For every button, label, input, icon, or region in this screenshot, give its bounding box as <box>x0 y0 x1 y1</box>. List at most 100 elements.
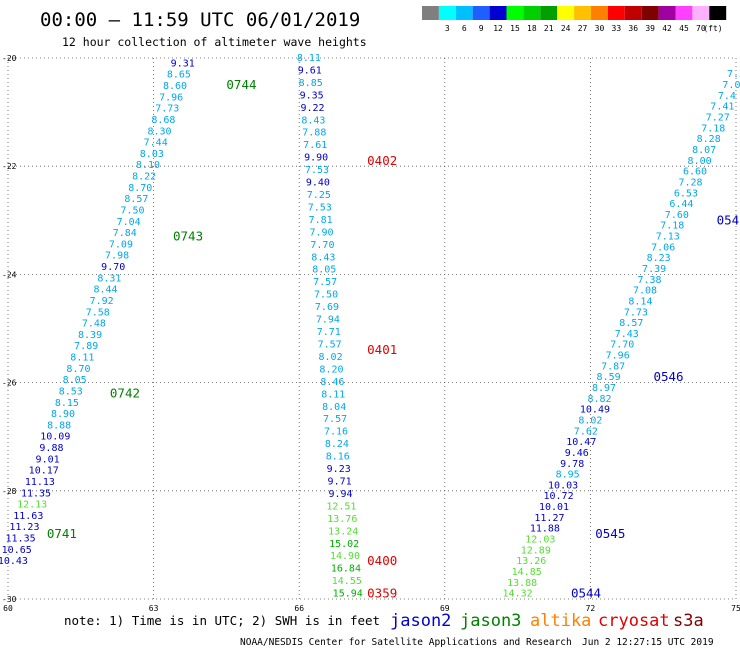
wave-height-label: 7.73 <box>155 104 179 115</box>
wave-height-label: 8.00 <box>688 156 712 167</box>
legend-jason3: jason3 <box>460 611 521 631</box>
colorbar-swatch <box>607 6 625 20</box>
wave-height-label: 7.96 <box>606 351 630 362</box>
wave-height-label: 8.82 <box>587 394 611 405</box>
wave-height-label: 7.0 <box>722 80 740 91</box>
wave-height-label: 7.50 <box>120 205 144 216</box>
wave-height-label: 7.98 <box>105 251 129 262</box>
wave-height-label: 15.94 <box>333 589 363 600</box>
pass-time-label: 0544 <box>571 586 601 601</box>
colorbar-label: 33 <box>612 24 622 33</box>
wave-height-label: 10.43 <box>0 556 28 567</box>
wave-height-label: 8.03 <box>140 149 164 160</box>
colorbar-swatch <box>624 6 642 20</box>
wave-height-label: 7.87 <box>601 361 625 372</box>
wave-height-label: 8.53 <box>59 386 83 397</box>
wave-height-label: 9.70 <box>101 262 125 273</box>
wave-height-label: 10.72 <box>543 491 573 502</box>
wave-height-label: 7.73 <box>624 307 648 318</box>
footer-credit: NOAA/NESDIS Center for Satellite Applica… <box>240 637 572 648</box>
y-tick-label: -28 <box>2 487 17 496</box>
wave-height-label: 8.59 <box>597 372 621 383</box>
y-tick-label: -30 <box>2 595 17 604</box>
wave-height-label: 8.43 <box>301 115 325 126</box>
pass-time-label: 0402 <box>367 153 397 168</box>
pass-time-labels: 0744 0743 0742 0741 0402 0401 0400 0359 0544 0545… <box>47 77 739 601</box>
colorbar-label: 36 <box>628 24 638 33</box>
wave-height-label: 7.71 <box>317 327 341 338</box>
pass-time-label: 0545 <box>595 526 625 541</box>
colorbar-label: 27 <box>578 24 588 33</box>
colorbar-swatch <box>709 6 727 20</box>
satellite-legend: jason2 jason3 altika cryosat s3a <box>390 611 704 631</box>
wave-height-labels: 9.318.658.607.967.738.688.307.448.038.10… <box>0 53 740 600</box>
wave-height-label: 8.85 <box>299 78 323 89</box>
wave-height-label: 11.35 <box>21 488 51 499</box>
colorbar-label: 39 <box>645 24 655 33</box>
wave-height-label: 16.84 <box>331 564 361 575</box>
wave-height-label: 8.14 <box>628 296 652 307</box>
colorbar-swatch <box>472 6 490 20</box>
wave-height-label: 7.09 <box>109 239 133 250</box>
wave-height-label: 7.08 <box>633 286 657 297</box>
wave-height-label: 7.44 <box>144 138 168 149</box>
wave-height-label: 8.20 <box>319 364 343 375</box>
pass-time-label: 0741 <box>47 526 77 541</box>
legend-jason2: jason2 <box>390 611 451 631</box>
wave-height-label: 8.70 <box>128 183 152 194</box>
wave-height-label: 12.89 <box>521 545 551 556</box>
wave-height-label: 7.69 <box>315 302 339 313</box>
wave-height-label: 11.35 <box>6 534 36 545</box>
wave-height-label: 6.60 <box>683 167 707 178</box>
pass-time-label: 054 <box>717 212 740 227</box>
wave-height-label: 7.89 <box>74 341 98 352</box>
wave-height-label: 8.97 <box>592 383 616 394</box>
wave-height-label: 9.23 <box>327 464 351 475</box>
wave-height-label: 7.4 <box>718 91 736 102</box>
wave-height-label: 7.28 <box>678 177 702 188</box>
colorbar-swatch <box>574 6 591 20</box>
wave-height-label: 8.46 <box>320 377 344 388</box>
wave-height-label: 9.46 <box>565 448 589 459</box>
wave-height-label: 8.65 <box>167 70 191 81</box>
pass-time-label: 0743 <box>173 229 203 244</box>
wave-height-label: 8.24 <box>325 439 349 450</box>
axis-ticks: 60 63 66 69 72 75 -20 -22 -24 -26 -28 -30 <box>2 54 740 613</box>
wave-height-label: 8.60 <box>163 81 187 92</box>
wave-height-label: 9.22 <box>300 103 324 114</box>
colorbar-label: 45 <box>679 24 689 33</box>
wave-height-label: 8.57 <box>619 318 643 329</box>
wave-height-label: 11.23 <box>9 522 39 533</box>
wave-height-label: 12.13 <box>17 500 47 511</box>
wave-height-label: 7.2 <box>727 69 740 80</box>
wave-height-label: 6.53 <box>674 188 698 199</box>
y-tick-label: -22 <box>2 162 17 171</box>
wave-height-label: 8.68 <box>151 115 175 126</box>
grid <box>7 57 737 600</box>
wave-height-label: 7.13 <box>656 232 680 243</box>
wave-height-label: 6.44 <box>669 199 693 210</box>
wave-height-label: 8.39 <box>78 330 102 341</box>
footer-note: note: 1) Time is in UTC; 2) SWH is in fe… <box>64 613 380 628</box>
wave-height-label: 8.28 <box>697 134 721 145</box>
pass-time-label: 0359 <box>367 586 397 601</box>
wave-height-label: 10.49 <box>580 405 610 416</box>
wave-height-label: 7.43 <box>615 329 639 340</box>
colorbar-label: 12 <box>493 24 503 33</box>
wave-height-label: 7.57 <box>318 339 342 350</box>
wave-height-label: 8.95 <box>556 470 580 481</box>
wave-height-label: 7.04 <box>117 217 141 228</box>
wave-height-label: 15.02 <box>329 539 359 550</box>
colorbar-label: 18 <box>527 24 537 33</box>
y-tick-label: -26 <box>2 379 17 388</box>
wave-height-label: 8.11 <box>70 353 94 364</box>
wave-height-label: 7.58 <box>86 307 110 318</box>
x-tick-label: 69 <box>440 604 450 613</box>
pass-time-label: 0400 <box>367 553 397 568</box>
wave-height-label: 8.04 <box>322 402 346 413</box>
colorbar-swatch <box>658 6 676 20</box>
wave-height-label: 7.27 <box>706 113 730 124</box>
wave-height-label: 9.88 <box>39 443 63 454</box>
